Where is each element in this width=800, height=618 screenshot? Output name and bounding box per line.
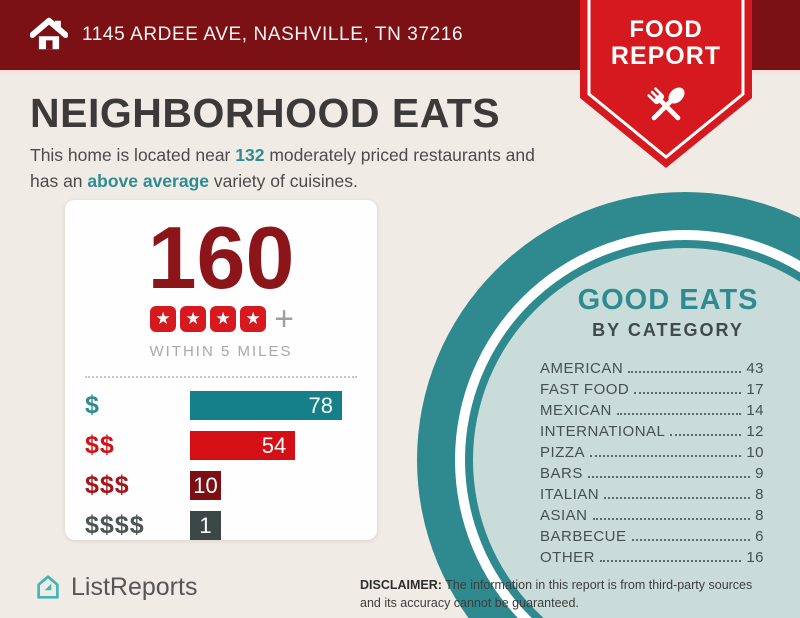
category-count: 12 [746,423,764,440]
category-label: BARBECUE [540,528,627,545]
dotted-leader [600,560,742,562]
badge-title: FOOD REPORT [580,16,752,70]
home-icon [30,17,68,50]
category-count: 9 [755,465,764,482]
plus-sign: + [274,300,294,338]
category-count: 10 [746,444,764,461]
category-row: OTHER 16 [540,545,764,566]
spoon-fork-icon [647,87,685,121]
listreports-house-icon [37,575,59,599]
price-tier-row: $78 [85,391,357,420]
dotted-leader [590,455,742,457]
price-tier-label: $ [85,391,100,419]
price-tier-label: $$$$ [85,511,145,539]
price-tier-row: $$$$ 1 [85,511,357,540]
ribbon-shape [580,0,752,168]
good-eats-title: GOOD EATS [577,284,759,316]
dotted-divider [85,376,357,378]
price-tier-bar: 1 [190,511,221,540]
dotted-leader [634,392,742,394]
dotted-leader [604,497,751,499]
category-row: FAST FOOD 17 [540,377,764,398]
category-count: 16 [746,549,764,566]
category-count: 8 [755,507,764,524]
category-list: AMERICAN 43 FAST FOOD 17 MEXICAN 14 INTERNATIO… [540,356,764,566]
dotted-leader [616,413,742,415]
good-eats-subtitle: BY CATEGORY [592,320,744,340]
dotted-leader [592,518,751,520]
variety-highlight: above average [87,171,210,191]
good-eats-panel: GOOD EATS BY CATEGORY AMERICAN 43 FAST FOO… [540,284,796,566]
price-tier-row: $$$ 10 [85,471,357,500]
restaurant-count: 132 [235,145,265,165]
category-label: ASIAN [540,507,588,524]
category-label: PIZZA [540,444,586,461]
summary-sentence: This home is located near 132 moderately… [30,142,570,194]
price-tier-bar: 10 [190,471,221,500]
dotted-leader [670,434,742,436]
food-report-badge: FOOD REPORT [580,0,752,170]
dotted-leader [631,539,751,541]
price-tier-bar: 78 [190,391,342,420]
restaurant-summary-card: 160 ★ ★ ★ ★ + WITHIN 5 MILES $78 $$ 54 $$$ 10 $$$… [65,200,377,540]
listreports-logo: ListReports [33,572,197,602]
dotted-leader [587,476,751,478]
badge-line2: REPORT [610,42,722,70]
category-count: 17 [746,381,764,398]
property-address: 1145 ARDEE AVE, NASHVILLE, TN 37216 [82,24,464,45]
star-icon: ★ [180,306,207,332]
category-row: BARBECUE 6 [540,524,764,545]
price-tier-row: $$ 54 [85,431,357,460]
brand-name: ListReports [71,572,198,601]
summary-text: This home is located near [30,145,236,165]
category-label: MEXICAN [540,402,612,419]
category-row: AMERICAN 43 [540,356,764,377]
price-tier-bar-chart: $78 $$ 54 $$$ 10 $$$$ 1 [85,391,357,540]
category-label: BARS [540,465,583,482]
category-label: FAST FOOD [540,381,630,398]
star-icon: ★ [150,306,177,332]
category-count: 14 [746,402,764,419]
category-row: PIZZA 10 [540,440,764,461]
page-title: NEIGHBORHOOD EATS [30,90,501,136]
price-tier-bar: 54 [190,431,296,460]
price-tier-label: $$ [85,431,115,459]
category-count: 43 [746,360,764,377]
disclaimer-text: The information in this report is from t… [360,578,753,611]
header-divider [0,70,800,74]
category-row: BARS 9 [540,461,764,482]
dotted-leader [628,371,742,373]
category-count: 8 [755,486,764,503]
summary-text: has an [30,171,88,191]
summary-text: moderately priced restaurants and [264,145,535,165]
category-label: AMERICAN [540,360,624,377]
disclaimer: DISCLAIMER: The information in this repo… [360,576,772,612]
category-row: MEXICAN 14 [540,398,764,419]
disclaimer-label: DISCLAIMER: [360,578,442,592]
category-row: ITALIAN 8 [540,482,764,503]
total-restaurants: 160 [147,208,295,307]
radius-label: WITHIN 5 MILES [149,343,293,360]
badge-line1: FOOD [629,16,703,43]
category-label: ITALIAN [540,486,600,503]
category-row: ASIAN 8 [540,503,764,524]
star-icon: ★ [210,306,237,332]
price-tier-label: $$$ [85,471,130,499]
summary-text: variety of cuisines. [209,171,358,191]
star-icon: ★ [240,306,267,332]
category-row: INTERNATIONAL 12 [540,419,764,440]
category-label: INTERNATIONAL [540,423,666,440]
category-count: 6 [755,528,764,545]
star-rating: ★ ★ ★ ★ + [65,300,377,338]
category-label: OTHER [540,549,595,566]
